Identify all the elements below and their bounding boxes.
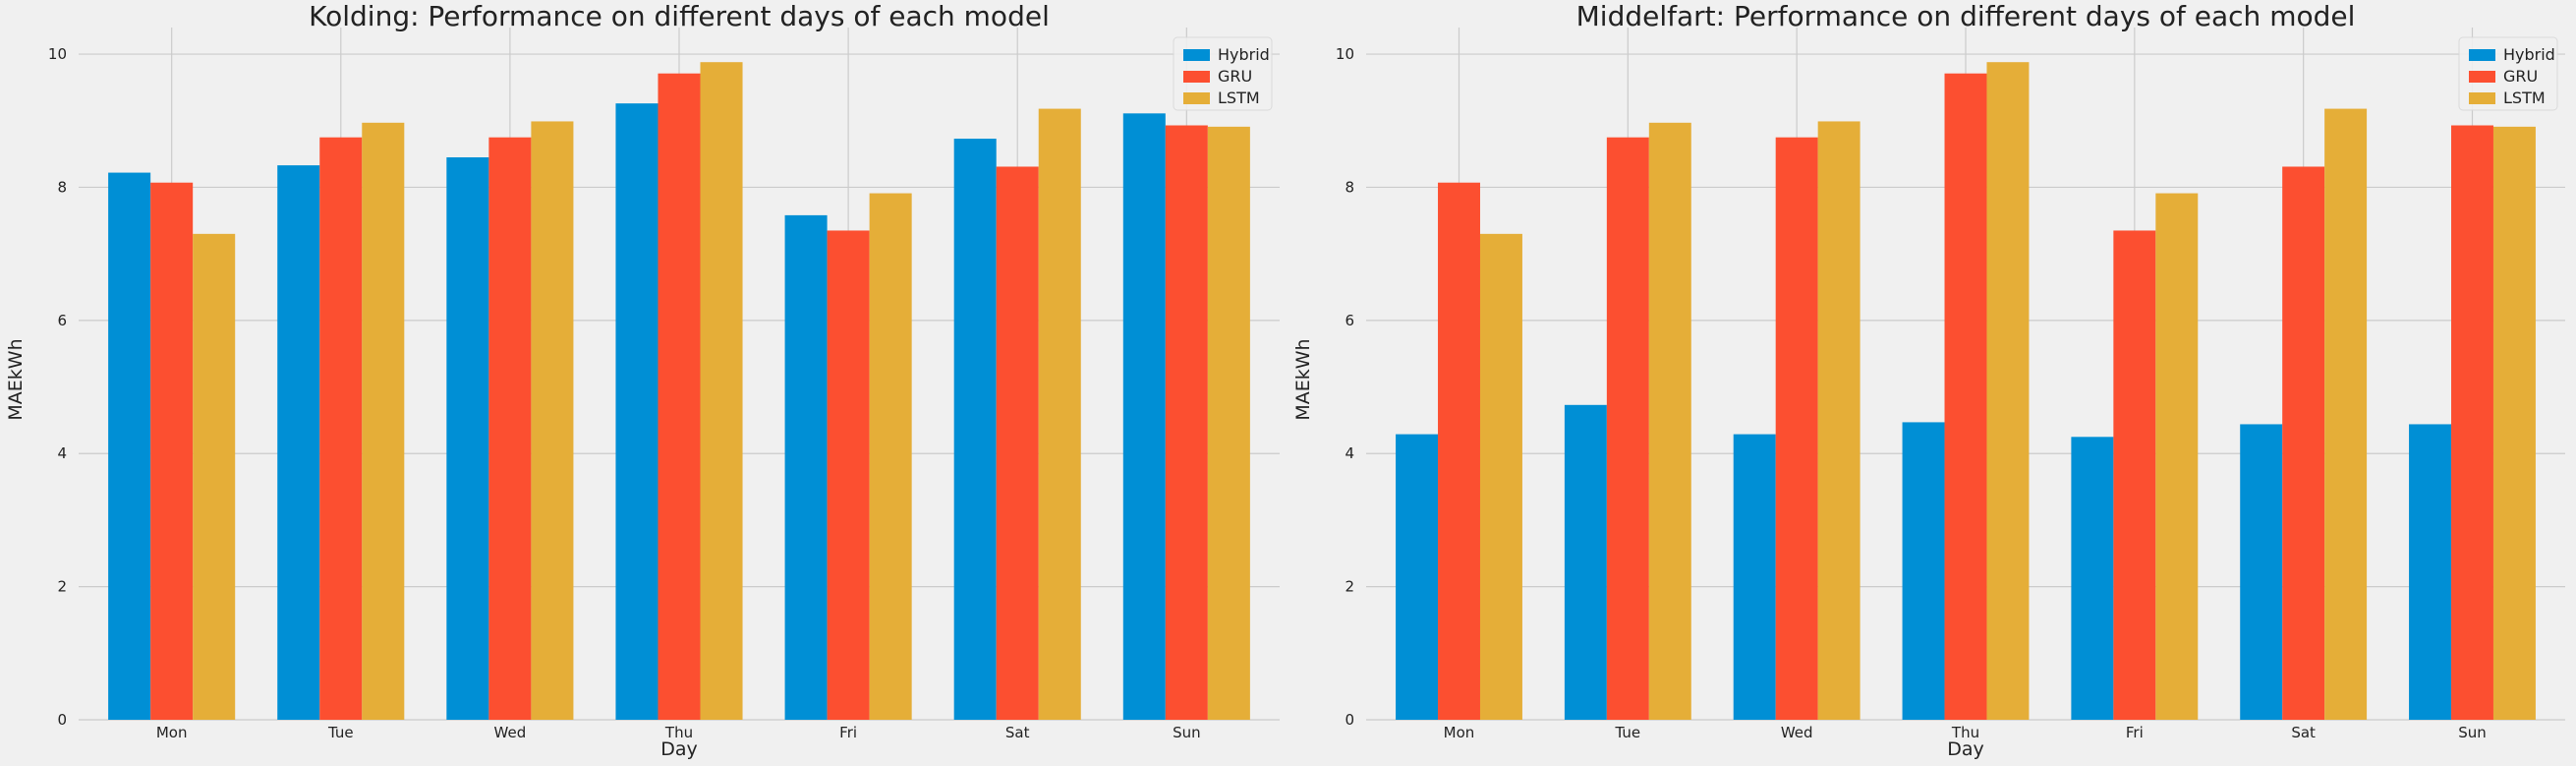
legend-swatch-lstm: [2469, 92, 2495, 104]
y-tick-label: 2: [57, 578, 67, 596]
x-tick-label-thu: Thu: [1951, 724, 1979, 741]
x-tick-label-tue: Tue: [327, 724, 354, 741]
legend-swatch-gru: [2469, 71, 2495, 83]
legend-label-gru: GRU: [2503, 67, 2538, 86]
bar-hybrid-sun: [1122, 113, 1166, 721]
bar-hybrid-sun: [2409, 424, 2452, 720]
bar-gru-thu: [1944, 73, 1987, 720]
y-tick-label: 6: [1345, 312, 1354, 329]
bar-lstm-tue: [362, 122, 405, 721]
bar-gru-sun: [2451, 125, 2493, 720]
bar-hybrid-wed: [1733, 434, 1776, 720]
bar-gru-mon: [150, 182, 194, 720]
x-tick-label-thu: Thu: [664, 724, 693, 741]
bar-gru-tue: [319, 137, 363, 720]
legend-label-hybrid: Hybrid: [1218, 45, 1270, 64]
x-axis-label: Day: [1947, 738, 1984, 760]
y-tick-label: 0: [57, 711, 67, 729]
chart-panel-1: 0 2 4 6 8 10 Mon Tue Wed Thu Fri Sat Sun Kolding: Per…: [5, 0, 1280, 760]
bar-lstm-sat: [2324, 108, 2368, 721]
legend-label-lstm: LSTM: [1218, 88, 1260, 107]
bar-lstm-thu: [700, 62, 743, 720]
bar-lstm-tue: [1648, 122, 1691, 721]
bar-gru-sat: [2282, 166, 2325, 720]
bar-hybrid-thu: [1902, 422, 1945, 720]
bar-gru-fri: [2113, 230, 2156, 720]
x-tick-label-sun: Sun: [2458, 724, 2487, 741]
y-axis-label: MAEkWh: [5, 338, 27, 420]
x-tick-label-tue: Tue: [1615, 724, 1641, 741]
bar-lstm-wed: [531, 121, 574, 720]
bar-gru-wed: [1775, 137, 1818, 720]
bar-gru-thu: [658, 73, 701, 720]
bar-lstm-sun: [1207, 126, 1250, 720]
bar-lstm-mon: [1479, 233, 1522, 720]
bar-lstm-sun: [2492, 126, 2536, 720]
x-tick-label-fri: Fri: [839, 724, 857, 741]
bar-hybrid-mon: [1396, 434, 1439, 720]
bar-hybrid-fri: [2071, 437, 2114, 720]
x-tick-label-mon: Mon: [156, 724, 188, 741]
y-tick-label: 10: [48, 45, 67, 63]
bar-hybrid-mon: [108, 172, 151, 721]
bar-gru-mon: [1438, 182, 1480, 720]
chart-title: Middelfart: Performance on different day…: [1576, 0, 2356, 32]
legend-label-gru: GRU: [1218, 67, 1252, 86]
y-tick-label: 10: [1336, 45, 1354, 63]
bar-hybrid-wed: [446, 157, 489, 720]
bar-hybrid-tue: [277, 165, 320, 721]
bar-lstm-wed: [1817, 121, 1860, 720]
x-tick-label-wed: Wed: [494, 724, 527, 741]
bar-gru-sun: [1165, 125, 1208, 720]
y-tick-label: 6: [57, 312, 67, 329]
bar-gru-fri: [827, 230, 870, 720]
bar-gru-tue: [1606, 137, 1649, 720]
y-tick-label: 8: [1345, 178, 1354, 196]
bar-gru-wed: [488, 137, 532, 720]
y-tick-label: 4: [57, 444, 67, 462]
bar-lstm-mon: [193, 233, 236, 720]
bar-hybrid-thu: [615, 103, 658, 720]
bar-lstm-fri: [869, 193, 912, 721]
y-tick-label: 2: [1345, 578, 1354, 596]
legend: Hybrid GRU LSTM: [1173, 36, 1273, 111]
bar-hybrid-fri: [784, 214, 828, 720]
legend-swatch-gru: [1183, 71, 1210, 83]
bar-gru-sat: [996, 166, 1039, 720]
legend-swatch-hybrid: [1183, 49, 1210, 61]
bar-lstm-fri: [2155, 193, 2199, 721]
x-tick-label-mon: Mon: [1444, 724, 1475, 741]
chart-panel-2: 0 2 4 6 8 10 Mon Tue Wed Thu Fri Sat Sun Middelfart: …: [1292, 0, 2565, 760]
y-tick-label: 8: [57, 178, 67, 196]
x-tick-label-fri: Fri: [2126, 724, 2144, 741]
legend: Hybrid GRU LSTM: [2458, 36, 2558, 111]
x-tick-label-sat: Sat: [2291, 724, 2316, 741]
legend-label-hybrid: Hybrid: [2503, 45, 2555, 64]
chart-title: Kolding: Performance on different days o…: [309, 0, 1050, 32]
legend-swatch-hybrid: [2469, 49, 2495, 61]
bar-hybrid-tue: [1564, 404, 1607, 720]
x-tick-label-wed: Wed: [1781, 724, 1813, 741]
y-axis-label: MAEkWh: [1292, 338, 1314, 420]
legend-swatch-lstm: [1183, 92, 1210, 104]
bar-hybrid-sat: [953, 139, 997, 721]
y-tick-label: 0: [1345, 711, 1354, 729]
y-tick-label: 4: [1345, 444, 1354, 462]
x-axis-label: Day: [660, 738, 698, 760]
x-tick-label-sun: Sun: [1173, 724, 1201, 741]
x-tick-label-sat: Sat: [1005, 724, 1030, 741]
bar-hybrid-sat: [2240, 424, 2283, 720]
bar-lstm-sat: [1038, 108, 1081, 721]
bar-lstm-thu: [1986, 62, 2030, 720]
legend-label-lstm: LSTM: [2503, 88, 2546, 107]
